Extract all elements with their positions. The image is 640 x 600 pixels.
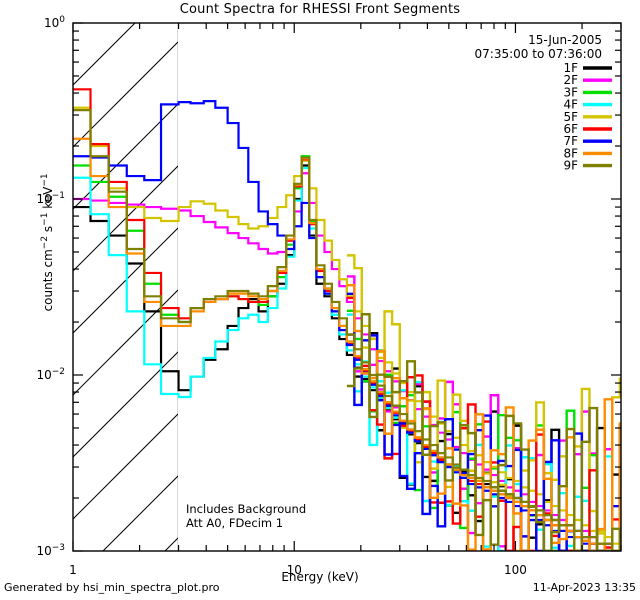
x-tick-label: 100	[504, 563, 527, 577]
legend-label-8f: 8F	[563, 146, 578, 160]
observation-date: 15-Jun-2005	[528, 33, 602, 47]
x-tick-label: 10	[287, 563, 302, 577]
legend-label-4f: 4F	[563, 98, 578, 112]
legend-label-7f: 7F	[563, 134, 578, 148]
page-title: Count Spectra for RHESSI Front Segments	[179, 2, 461, 17]
y-tick-label: 100	[44, 15, 65, 30]
legend-label-1f: 1F	[563, 61, 578, 75]
legend-label-5f: 5F	[563, 110, 578, 124]
annotation-attenuator: Att A0, FDecim 1	[186, 516, 284, 530]
annotation-background: Includes Background	[186, 502, 307, 516]
legend-label-6f: 6F	[563, 122, 578, 136]
footer-timestamp: 11-Apr-2023 13:35	[532, 581, 636, 594]
y-axis-title: counts cm−2 s−1 keV−1	[40, 173, 55, 312]
footer-generator: Generated by hsi_min_spectra_plot.pro	[4, 581, 220, 594]
x-axis-title: Energy (keV)	[281, 570, 359, 584]
y-tick-label: 10−3	[36, 543, 65, 558]
legend-label-9f: 9F	[563, 159, 578, 173]
x-tick-label: 1	[69, 563, 77, 577]
legend-label-3f: 3F	[563, 85, 578, 99]
observation-time-range: 07:35:00 to 07:36:00	[474, 47, 602, 61]
legend-label-2f: 2F	[563, 73, 578, 87]
